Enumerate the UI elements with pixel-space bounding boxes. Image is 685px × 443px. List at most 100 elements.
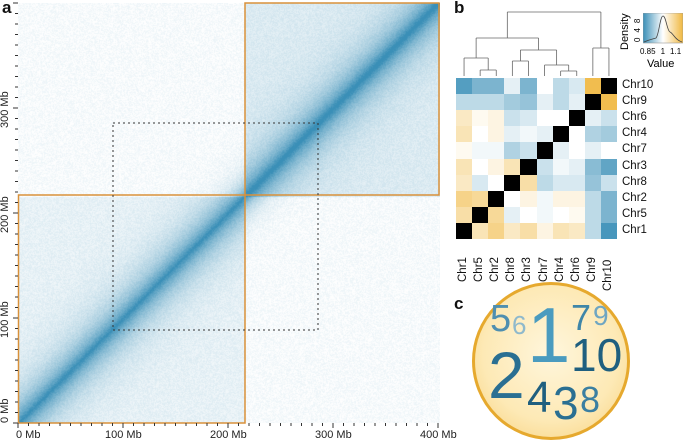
heatmap-diagonal-cell <box>472 206 489 224</box>
word-cloud-number: 3 <box>553 377 579 429</box>
heatmap-cell <box>488 222 505 240</box>
heatmap-cell <box>568 206 586 224</box>
heatmap-cell <box>536 222 554 240</box>
chr-block-upper <box>244 2 440 196</box>
heatmap-diagonal-cell <box>536 142 554 159</box>
heatmap-cell <box>600 110 618 127</box>
heatmap-cell <box>488 142 505 159</box>
heatmap-cell <box>504 78 521 95</box>
x-tick-label: 200 Mb <box>210 429 247 441</box>
heatmap-cell <box>504 126 521 143</box>
y-tick-label: 100 Mb <box>0 301 11 338</box>
heatmap-diagonal-cell <box>488 190 505 208</box>
heatmap-cell <box>568 158 586 176</box>
heatmap-cell <box>568 78 586 95</box>
row-label: Chr3 <box>622 159 647 172</box>
heatmap-cell <box>600 94 618 111</box>
panel-label-a: a <box>2 0 12 17</box>
heatmap-cell <box>584 206 602 224</box>
heatmap-cell <box>584 174 602 192</box>
row-label: Chr1 <box>622 223 647 236</box>
heatmap-cell <box>472 190 489 208</box>
column-label: Chr3 <box>521 257 534 282</box>
column-label: Chr4 <box>553 257 566 282</box>
heatmap-cell <box>472 126 489 143</box>
heatmap-cell <box>520 78 537 95</box>
word-cloud-number: 1 <box>527 291 571 379</box>
heatmap-diagonal-cell <box>552 126 570 143</box>
highlight-region <box>112 122 319 331</box>
column-label: Chr8 <box>505 257 518 282</box>
heatmap-cell <box>488 174 505 192</box>
heatmap-cell <box>600 142 618 159</box>
heatmap-cell <box>504 190 521 208</box>
heatmap-cell <box>520 174 537 192</box>
heatmap-cell <box>504 110 521 127</box>
heatmap-cell <box>504 206 521 224</box>
heatmap-cell <box>472 174 489 192</box>
heatmap-cell <box>456 142 473 159</box>
heatmap-cell <box>552 174 570 192</box>
heatmap-cell <box>520 94 537 111</box>
heatmap-cell <box>552 94 570 111</box>
row-label: Chr6 <box>622 111 647 124</box>
heatmap-cell <box>456 110 473 127</box>
x-tick-label: 0 Mb <box>16 429 41 441</box>
heatmap-cell <box>584 110 602 127</box>
heatmap-cell <box>520 110 537 127</box>
heatmap-diagonal-cell <box>600 78 618 95</box>
column-label: Chr5 <box>473 257 486 282</box>
heatmap-cell <box>488 94 505 111</box>
heatmap-diagonal-cell <box>456 222 473 240</box>
heatmap-cell <box>520 190 537 208</box>
heatmap-cell <box>536 94 554 111</box>
heatmap-cell <box>472 158 489 176</box>
panel-label-c: c <box>454 294 464 313</box>
column-label: Chr6 <box>569 257 582 282</box>
column-label: Chr10 <box>601 259 614 291</box>
heatmap-cell <box>552 110 570 127</box>
legend-xlabel: Value <box>647 58 675 70</box>
heatmap-cell <box>456 126 473 143</box>
heatmap-cell <box>536 174 554 192</box>
heatmap-cell <box>552 142 570 159</box>
heatmap-diagonal-cell <box>504 174 521 192</box>
word-cloud-number: 5 <box>490 298 512 340</box>
legend-xtick: 0.85 <box>640 47 656 56</box>
heatmap-cell <box>552 206 570 224</box>
row-label: Chr5 <box>622 207 647 220</box>
legend-ylabel: Density <box>619 13 631 50</box>
chr-block-lower <box>17 194 246 424</box>
dendrogram <box>463 11 610 76</box>
row-label: Chr8 <box>622 175 647 188</box>
heatmap-cell <box>584 158 602 176</box>
heatmap-cell <box>600 206 618 224</box>
heatmap-cell <box>536 78 554 95</box>
y-tick-label: 200 Mb <box>0 196 11 233</box>
heatmap-cell <box>552 78 570 95</box>
heatmap-cell <box>520 206 537 224</box>
row-label: Chr2 <box>622 191 647 204</box>
heatmap-cell <box>584 126 602 143</box>
x-tick-label: 400 Mb <box>420 429 457 441</box>
heatmap-cell <box>568 142 586 159</box>
heatmap-cell <box>504 94 521 111</box>
word-cloud-number: 8 <box>580 379 601 420</box>
y-tick-label: 300 Mb <box>0 91 11 128</box>
heatmap-diagonal-cell <box>568 110 586 127</box>
heatmap-cell <box>472 110 489 127</box>
word-cloud-number: 9 <box>593 300 609 331</box>
heatmap-cell <box>584 142 602 159</box>
y-tick-label: 0 Mb <box>0 398 11 423</box>
heatmap-cell <box>600 190 618 208</box>
row-label: Chr9 <box>622 95 647 108</box>
heatmap-cell <box>568 190 586 208</box>
word-cloud-number: 2 <box>488 338 525 412</box>
heatmap-diagonal-cell <box>584 94 602 111</box>
heatmap-cell <box>456 78 473 95</box>
heatmap-cell <box>536 190 554 208</box>
heatmap-cell <box>472 78 489 95</box>
hic-overlay <box>13 2 440 428</box>
heatmap-cell <box>536 206 554 224</box>
